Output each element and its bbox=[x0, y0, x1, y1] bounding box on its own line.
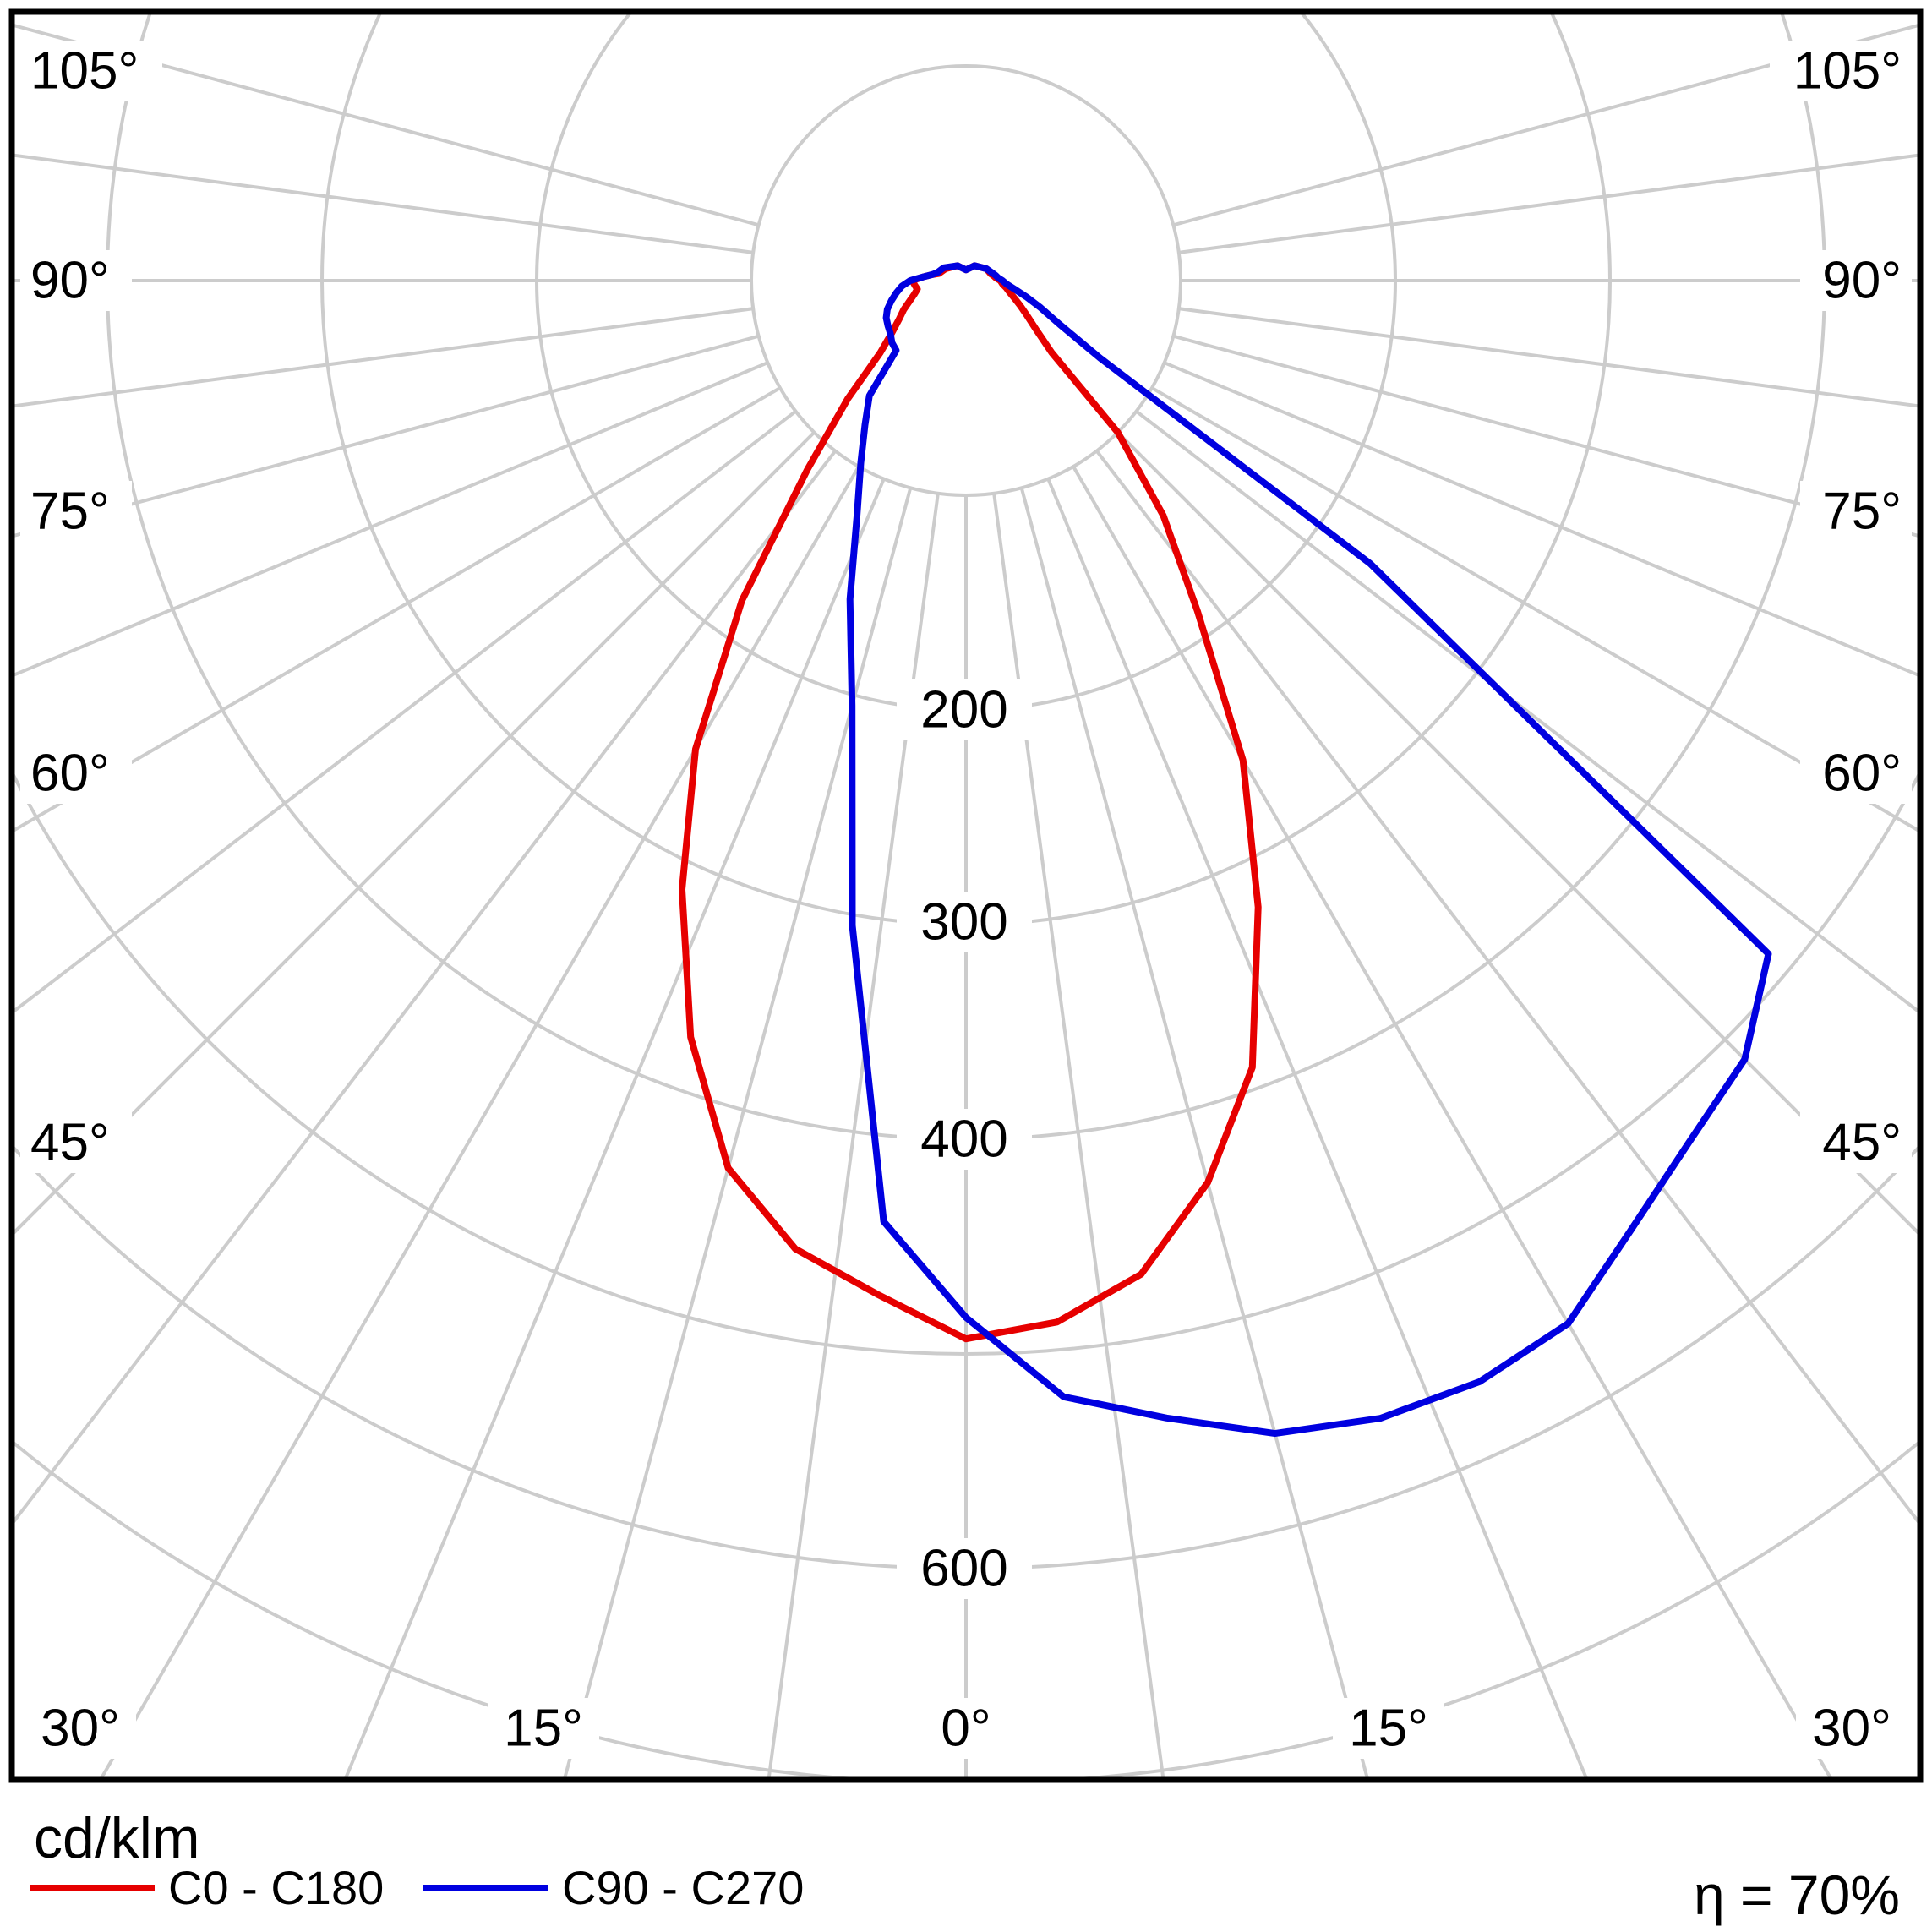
angle-label-right-45°-chip bbox=[1800, 1112, 1912, 1173]
angle-label-bottom-4-30°-chip bbox=[1796, 1698, 1907, 1759]
legend-swatch-blue bbox=[423, 1884, 548, 1891]
angle-label-left-75°: 75° bbox=[30, 483, 110, 541]
angle-label-right-45°: 45° bbox=[1822, 1114, 1902, 1172]
radial-label-600: 600 bbox=[920, 1540, 1007, 1598]
grid-radial--97.5deg bbox=[12, 153, 754, 254]
legend-label-c90-c270: C90 - C270 bbox=[562, 1860, 805, 1914]
grid-radial--75.0deg bbox=[12, 334, 760, 538]
angle-label-left-105°-chip bbox=[20, 41, 162, 101]
curve-c90-c270 bbox=[846, 262, 1772, 1438]
legend-swatch-red bbox=[30, 1884, 155, 1891]
angle-label-left-60°: 60° bbox=[30, 745, 110, 803]
angle-label-right-75°-chip bbox=[1800, 481, 1912, 542]
angle-label-left-60°-chip bbox=[20, 743, 132, 804]
angle-label-right-105°-chip bbox=[1770, 41, 1912, 101]
grid-radial--15.0deg bbox=[562, 487, 913, 1780]
radial-label-300: 300 bbox=[920, 893, 1007, 952]
grid-radial--52.5deg bbox=[12, 410, 797, 1015]
grid-radial-97.5deg bbox=[1178, 153, 1920, 254]
radial-label-600-chip bbox=[897, 1538, 1032, 1599]
angle-label-left-45°: 45° bbox=[30, 1114, 110, 1172]
grid-radial-82.5deg bbox=[1178, 307, 1920, 408]
angle-label-right-90°: 90° bbox=[1822, 252, 1902, 310]
grid-radial--60.0deg bbox=[12, 386, 782, 834]
grid-radial-37.5deg bbox=[1095, 450, 1920, 1527]
radial-label-200-chip bbox=[897, 679, 1032, 740]
units-label: cd/klm bbox=[34, 1806, 200, 1870]
angle-label-right-90°-chip bbox=[1800, 250, 1912, 311]
curves bbox=[679, 262, 1772, 1438]
grid-radial-105.0deg bbox=[1172, 23, 1920, 227]
legend-item-c0-c180: C0 - C180 bbox=[30, 1858, 384, 1917]
grid-radial--37.5deg bbox=[12, 450, 837, 1527]
radial-label-300-chip bbox=[897, 892, 1032, 952]
angle-label-bottom-2-0°: 0° bbox=[941, 1700, 991, 1758]
angle-label-right-60°: 60° bbox=[1822, 745, 1902, 803]
radial-label-400-chip bbox=[897, 1109, 1032, 1170]
grid-radial--105.0deg bbox=[12, 23, 760, 227]
angle-label-bottom-0-30°: 30° bbox=[41, 1700, 120, 1758]
grid-radial--67.5deg bbox=[12, 361, 769, 678]
angle-label-bottom-1-15°: 15° bbox=[504, 1700, 583, 1758]
angle-label-right-60°-chip bbox=[1800, 743, 1912, 804]
angle-label-left-90°-chip bbox=[20, 250, 132, 311]
angle-label-bottom-2-0°-chip bbox=[925, 1698, 1007, 1759]
grid-radial--22.5deg bbox=[343, 478, 886, 1780]
grid-radial-7.5deg bbox=[992, 493, 1165, 1780]
angle-label-bottom-0-30°-chip bbox=[25, 1698, 136, 1759]
angle-label-left-90°: 90° bbox=[30, 252, 110, 310]
legend: C0 - C180 C90 - C270 bbox=[0, 1858, 1932, 1917]
angle-label-bottom-4-30°: 30° bbox=[1812, 1700, 1891, 1758]
grid-radial-67.5deg bbox=[1163, 361, 1920, 678]
angle-label-left-45°-chip bbox=[20, 1112, 132, 1173]
grid-radial-15.0deg bbox=[1019, 487, 1370, 1780]
angle-label-bottom-3-15°-chip bbox=[1333, 1698, 1444, 1759]
radial-label-400: 400 bbox=[920, 1111, 1007, 1169]
efficiency-label: η = 70% bbox=[1693, 1864, 1900, 1926]
angle-label-left-105°: 105° bbox=[30, 42, 139, 101]
grid-radial--7.5deg bbox=[767, 493, 940, 1780]
angle-label-bottom-1-15°-chip bbox=[488, 1698, 599, 1759]
legend-item-c90-c270: C90 - C270 bbox=[423, 1858, 804, 1917]
grid-radial--82.5deg bbox=[12, 307, 754, 408]
radial-label-200: 200 bbox=[920, 681, 1007, 740]
plot-border bbox=[8, 8, 1924, 1783]
grid-radial-75.0deg bbox=[1172, 334, 1920, 538]
legend-label-c0-c180: C0 - C180 bbox=[168, 1860, 385, 1914]
angle-label-left-75°-chip bbox=[20, 481, 132, 542]
angle-label-bottom-3-15°: 15° bbox=[1349, 1700, 1428, 1758]
angle-label-right-75°: 75° bbox=[1822, 483, 1902, 541]
grid-radial-52.5deg bbox=[1135, 410, 1920, 1015]
grid-radial-22.5deg bbox=[1046, 478, 1589, 1780]
angle-label-right-105°: 105° bbox=[1793, 42, 1902, 101]
grid-radial-60.0deg bbox=[1150, 386, 1920, 834]
